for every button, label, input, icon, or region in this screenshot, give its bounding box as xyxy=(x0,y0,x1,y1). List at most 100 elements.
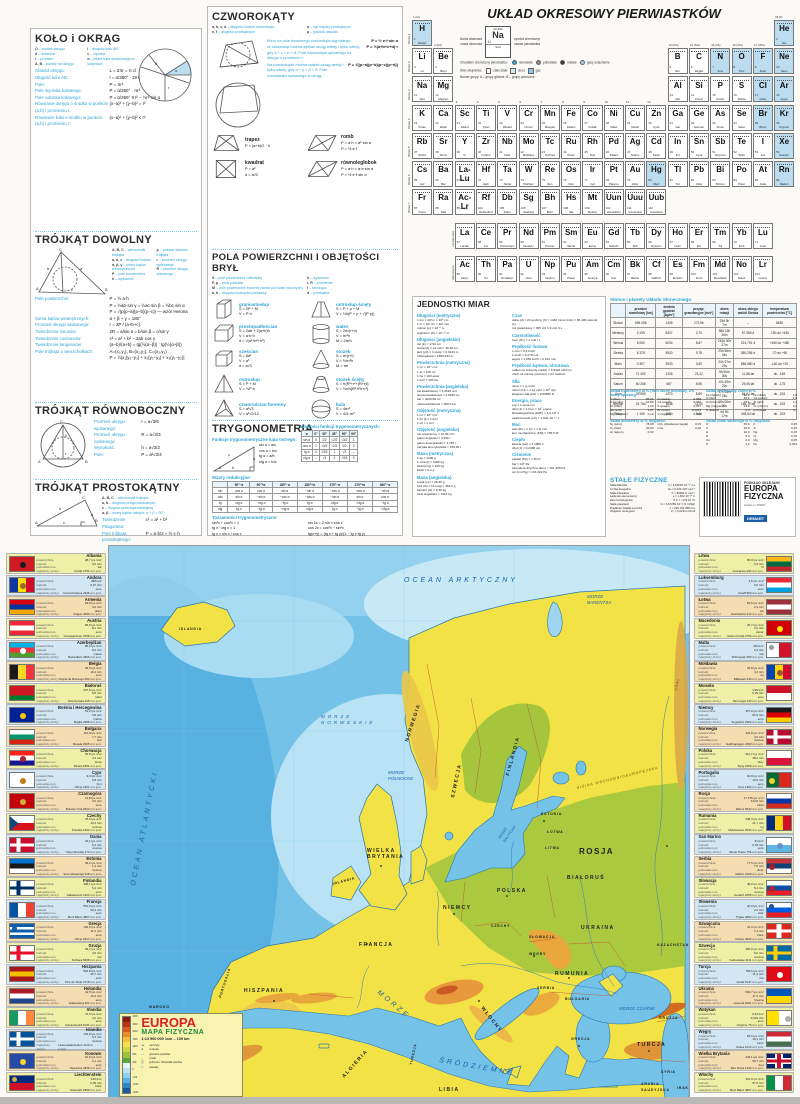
stat-value: 64,6 tys. km² xyxy=(746,601,764,606)
stat-row: jednostka mon. euro xyxy=(699,587,764,592)
element-symbol: Tb xyxy=(630,227,640,237)
country-name: Bośnia i Hercegowina xyxy=(57,704,102,710)
stat-label: ludność xyxy=(698,972,709,977)
stat-row: najwyższy szczyt Hvannadalshnúkur 2119 m … xyxy=(37,1043,102,1051)
element-name: Cyna xyxy=(695,153,703,158)
stat-label: powierzchnia xyxy=(36,622,54,627)
element-value: 0,93 xyxy=(647,430,654,435)
map-label-slowacja: SŁOWACJA xyxy=(529,935,555,939)
country-stats: Szwajcaria powierzchnia 41,3 tys. km² ludno… xyxy=(697,921,766,941)
stat-label: jednostka mon. xyxy=(698,716,719,721)
stat-row: jednostka mon. lira xyxy=(699,976,764,981)
element-value: 0,25 xyxy=(791,426,797,431)
flag-Holandia xyxy=(8,988,35,1005)
element-Cl: Cl 17 Chlor xyxy=(752,76,773,103)
country-name: Rumunia xyxy=(698,812,717,818)
stat-value: Olimp 2917 m n.p.m. xyxy=(74,936,102,941)
stat-value: 103,0 tys. km² xyxy=(83,1031,102,1036)
atomic-number: 63 xyxy=(584,240,588,245)
stat-row: ludność 8,3 mln xyxy=(37,648,102,653)
element-Sn: Sn 50 Cyna xyxy=(688,132,710,159)
element-value: 0,040 xyxy=(693,400,701,405)
stat-label: ludność xyxy=(36,1015,47,1020)
stat-value: 45,2 tys. km² xyxy=(84,860,102,865)
formula-label: Długość łuku AB: xyxy=(35,74,69,80)
country-stats: Monako powierzchnia 1,95 km² ludność 0,03 ml… xyxy=(697,683,766,703)
reference-panel: KOŁO i OKRĄG O – środek okręgu d – średni… xyxy=(0,0,800,545)
stat-label: ludność xyxy=(698,842,709,847)
unit-line: obrót na minutę (obr/min) = 2π rad/min xyxy=(512,372,566,377)
stat-value: 3,6 mln xyxy=(92,561,102,566)
stat-label: powierzchnia xyxy=(36,990,54,995)
stat-row: ludność 42,7 mln xyxy=(37,973,102,977)
element-name: Ruten xyxy=(567,153,575,158)
symbol: r xyxy=(156,257,158,262)
stat-row: ludność 9,0 mln xyxy=(699,951,764,956)
symbol-legend-item: A, B, C – wierzchołki trójkąta xyxy=(102,496,197,501)
map-label-maroko: MAROKO xyxy=(149,1005,170,1009)
stat-label: powierzchnia xyxy=(36,947,54,952)
stat-row: jednostka mon. euro xyxy=(37,890,102,895)
quad-name: romb xyxy=(341,134,354,141)
stat-value: Bălănești 430 m n.p.m. xyxy=(733,677,764,682)
symbol-legend-item: a, b – długości przyprostokątnych xyxy=(102,501,197,506)
atomic-number: 79 xyxy=(627,177,631,182)
trig-identity: ctg x = cos x / sin x xyxy=(308,538,398,539)
stat-row: jednostka mon. euro xyxy=(699,1085,764,1089)
stat-row: powierzchnia 103,0 tys. km² xyxy=(37,1031,102,1037)
stat-row: najwyższy szczyt Maglić 2386 m n.p.m. xyxy=(37,721,102,725)
element-La-Lu: La-Lu 57-71 xyxy=(454,161,475,187)
element-name: Unununium xyxy=(627,209,643,214)
atomic-number: 58 xyxy=(477,240,482,245)
planets-cell: Słońce xyxy=(609,317,627,329)
element-symbol: Lr xyxy=(758,259,767,269)
element-symbol: S xyxy=(738,80,745,90)
composition-item: Mg (magnez) 13,9 xyxy=(706,404,750,409)
country-name: San Marino xyxy=(698,834,722,840)
stat-value: lew xyxy=(97,738,102,743)
element-Ga: Ga 31 Gal xyxy=(667,104,688,131)
symbol: a, b, c xyxy=(112,257,123,262)
stat-label: jednostka mon. xyxy=(36,695,57,700)
stat-label: najwyższy szczyt xyxy=(698,893,721,898)
stat-label: jednostka mon. xyxy=(36,630,57,635)
planets-cell: 1326 xyxy=(655,368,683,380)
map-label-morze_polnocne: MORZE PÓŁNOCNE xyxy=(388,770,414,781)
stat-value: 29,8 tys. km² xyxy=(84,601,102,606)
stat-value: euro xyxy=(95,1062,102,1067)
unit-line: kilogram-siła (kG) = 9,80665 N xyxy=(512,391,555,396)
stat-row: jednostka mon. euro xyxy=(37,1020,102,1024)
map-label-islandia: ISLANDIA xyxy=(179,627,202,631)
atomic-number: 90 xyxy=(477,272,482,277)
seas xyxy=(212,601,689,1098)
flag-Chorwacja xyxy=(8,750,35,767)
stat-row: jednostka mon. łat xyxy=(699,609,764,614)
solid-item: stożek ścięty S = π(R²+r²+(R+r)l) V = ⅓πh(… xyxy=(309,372,398,396)
constant-value: V₀ = 0,0224 m³/mol xyxy=(670,509,695,514)
stat-value: 0,03 mln xyxy=(90,1080,102,1085)
stat-row: jednostka mon. euro xyxy=(37,912,102,916)
stat-row: ludność 2,3 mln xyxy=(699,605,764,610)
stat-row: najwyższy szczyt Midżor 2169 m n.p.m. xyxy=(699,872,764,877)
country-stats: San Marino powierzchnia 61 km² ludność 0,03 … xyxy=(697,834,766,854)
svg-text:b: b xyxy=(232,465,235,470)
stat-label: najwyższy szczyt xyxy=(36,785,59,790)
country-name: Holandia xyxy=(83,985,102,991)
formula-label xyxy=(35,309,110,316)
stat-label: ludność xyxy=(698,929,709,934)
stat-value: Korab 2751 m n.p.m. xyxy=(74,568,102,573)
element-name: German xyxy=(693,125,705,130)
country-stats: Macedonia powierzchnia 25,7 tys. km² ludnoś… xyxy=(697,618,766,638)
elevation-label: -200 xyxy=(132,1076,138,1079)
element-Pr: Pr 59 Prazeodym xyxy=(497,223,518,250)
planets-cell: 696 268 xyxy=(625,317,657,329)
element-name: Wolfram xyxy=(523,181,534,186)
country-stats: Irlandia powierzchnia 70,3 tys. km² ludność… xyxy=(35,1007,104,1027)
symbol-legend-item: d – średnica xyxy=(35,52,83,57)
formula: r = 2P / (a+b+c) xyxy=(109,322,141,328)
element-name: Bizmut xyxy=(716,181,725,186)
stat-label: jednostka mon. xyxy=(36,911,57,916)
element-name: Nobel xyxy=(737,276,746,281)
periodic-title: UKŁAD OKRESOWY PIERWIASTKÓW xyxy=(487,6,721,21)
stat-value: forint xyxy=(757,1041,764,1046)
